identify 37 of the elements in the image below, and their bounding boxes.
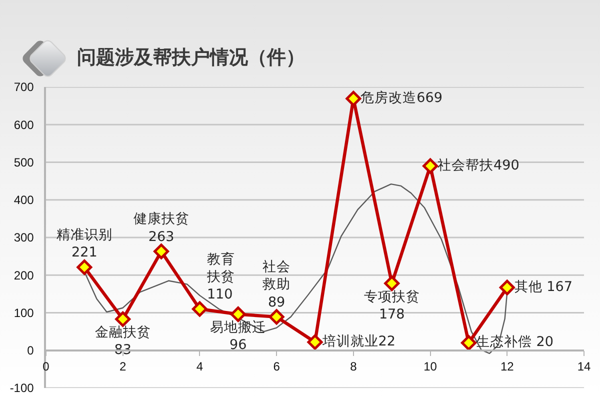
- point: [154, 244, 170, 260]
- y-tick-label: 100: [14, 306, 34, 320]
- y-tick-label: 500: [14, 155, 34, 170]
- x-tick-label: 10: [424, 360, 438, 374]
- y-tick-label: -100: [10, 381, 34, 396]
- point: [346, 90, 362, 106]
- x-tick-label: 8: [350, 360, 358, 374]
- data-label: 培训就业22: [321, 333, 396, 350]
- y-tick-label: 400: [14, 193, 34, 208]
- point: [384, 276, 400, 292]
- point: [268, 309, 284, 325]
- x-tick-label: 0: [42, 360, 50, 374]
- data-label: 社会帮扶490: [438, 157, 520, 174]
- data-label: 其他 167: [514, 278, 572, 295]
- y-tick-label: 0: [27, 344, 34, 358]
- point: [422, 158, 438, 174]
- data-label: 教育扶贫 110: [206, 250, 235, 302]
- y-tick-label: 600: [14, 118, 34, 132]
- data-label: 健康扶贫 263: [133, 211, 190, 245]
- data-label: 专项扶贫 178: [364, 288, 420, 322]
- x-tick-label: 12: [500, 360, 514, 374]
- y-tick-label: 700: [14, 80, 34, 94]
- y-tick-label: 200: [14, 268, 34, 282]
- point: [307, 334, 323, 350]
- x-tick-label: 6: [273, 360, 280, 374]
- y-tick-label: 300: [14, 230, 34, 245]
- point: [76, 259, 92, 275]
- data-label: 危房改造669: [360, 90, 442, 106]
- point: [192, 301, 208, 317]
- point: [460, 335, 476, 351]
- x-tick-label: 14: [577, 360, 591, 374]
- data-label: 精准识别 221: [56, 227, 112, 261]
- chart-title: 问题涉及帮扶户情况（件）: [76, 46, 305, 69]
- data-label: 社会救助 89: [262, 259, 291, 310]
- x-tick-label: 2: [120, 360, 127, 374]
- point: [499, 280, 515, 296]
- x-tick-label: 4: [196, 360, 204, 374]
